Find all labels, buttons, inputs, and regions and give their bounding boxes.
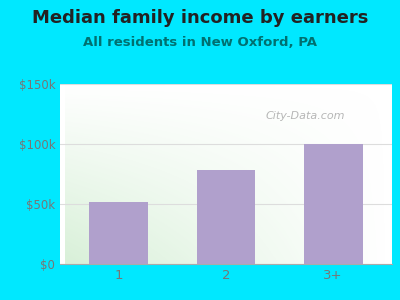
Text: All residents in New Oxford, PA: All residents in New Oxford, PA	[83, 36, 317, 49]
Bar	[90, 202, 148, 264]
Bar	[196, 170, 256, 264]
Text: City-Data.com: City-Data.com	[266, 111, 346, 122]
Bar	[304, 144, 362, 264]
Text: Median family income by earners: Median family income by earners	[32, 9, 368, 27]
